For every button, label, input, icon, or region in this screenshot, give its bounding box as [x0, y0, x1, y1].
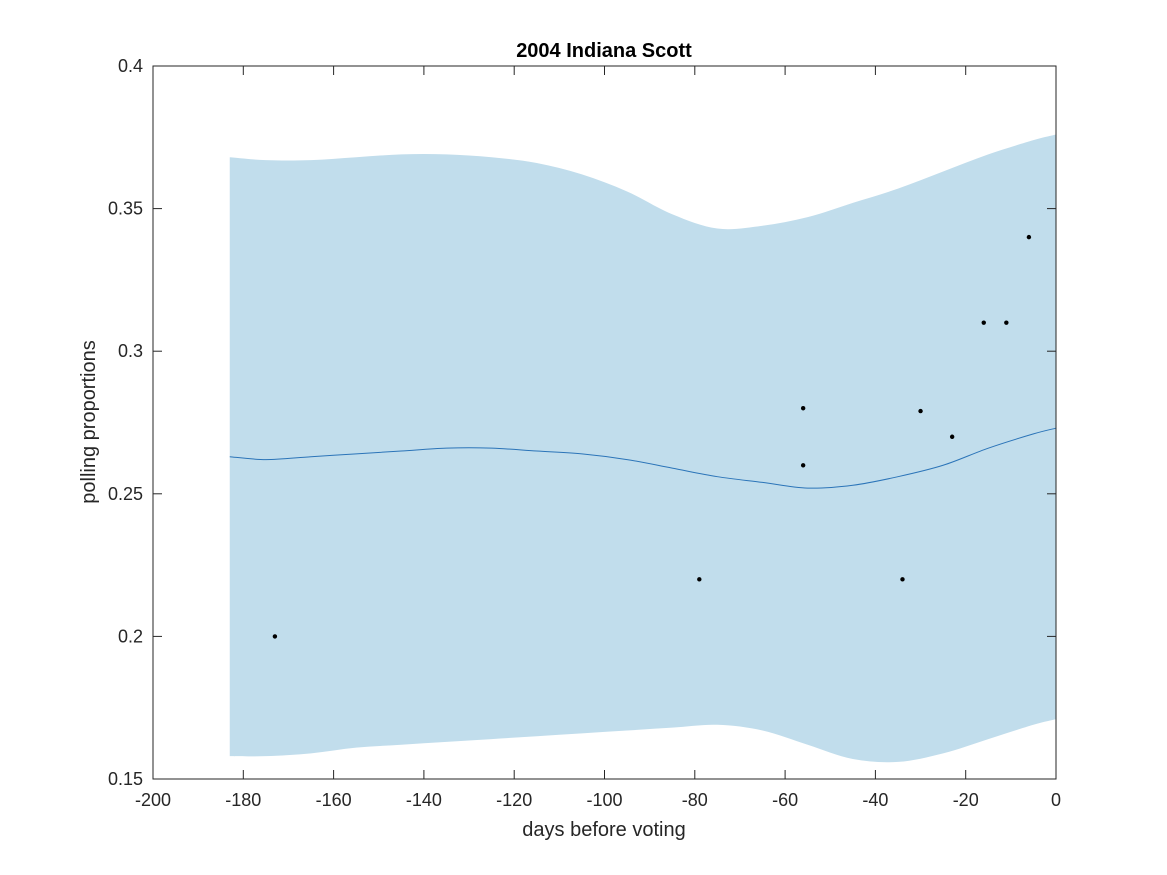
poll-point — [900, 577, 905, 582]
x-tick-label: -60 — [772, 790, 798, 810]
x-tick-label: -200 — [135, 790, 171, 810]
x-tick-label: -120 — [496, 790, 532, 810]
y-axis-ticks: 0.15 0.2 0.25 0.3 0.35 0.4 — [108, 56, 1056, 789]
y-tick-label: 0.3 — [118, 341, 143, 361]
x-tick-label: -100 — [586, 790, 622, 810]
mean-line — [229, 427, 1057, 489]
x-tick-label: -20 — [953, 790, 979, 810]
poll-point — [1004, 320, 1009, 325]
x-tick-label: -40 — [862, 790, 888, 810]
poll-point — [1026, 234, 1032, 240]
poll-point — [981, 320, 986, 325]
x-tick-label: -140 — [406, 790, 442, 810]
poll-point — [800, 463, 806, 468]
poll-point — [697, 577, 702, 582]
y-tick-label: 0.25 — [108, 484, 143, 504]
x-tick-label: -80 — [682, 790, 708, 810]
poll-point — [949, 434, 955, 439]
chart-title: 2004 Indiana Scott — [516, 40, 692, 62]
poll-point — [272, 634, 278, 639]
y-tick-label: 0.15 — [108, 769, 143, 789]
plot-area — [229, 134, 1057, 763]
poll-point — [800, 406, 806, 411]
y-tick-label: 0.2 — [118, 626, 143, 646]
x-tick-label: 0 — [1051, 790, 1061, 810]
x-tick-label: -180 — [225, 790, 261, 810]
y-tick-label: 0.35 — [108, 199, 143, 219]
x-axis-label: days before voting — [522, 819, 685, 841]
x-axis-ticks: -200 -180 -160 -140 -120 -100 -80 -60 -40 -20 0 — [135, 66, 1061, 810]
y-tick-label: 0.4 — [118, 56, 143, 76]
x-tick-label: -160 — [316, 790, 352, 810]
y-axis-label: polling proportions — [78, 340, 100, 503]
poll-point — [918, 408, 923, 414]
confidence-band — [229, 134, 1056, 763]
